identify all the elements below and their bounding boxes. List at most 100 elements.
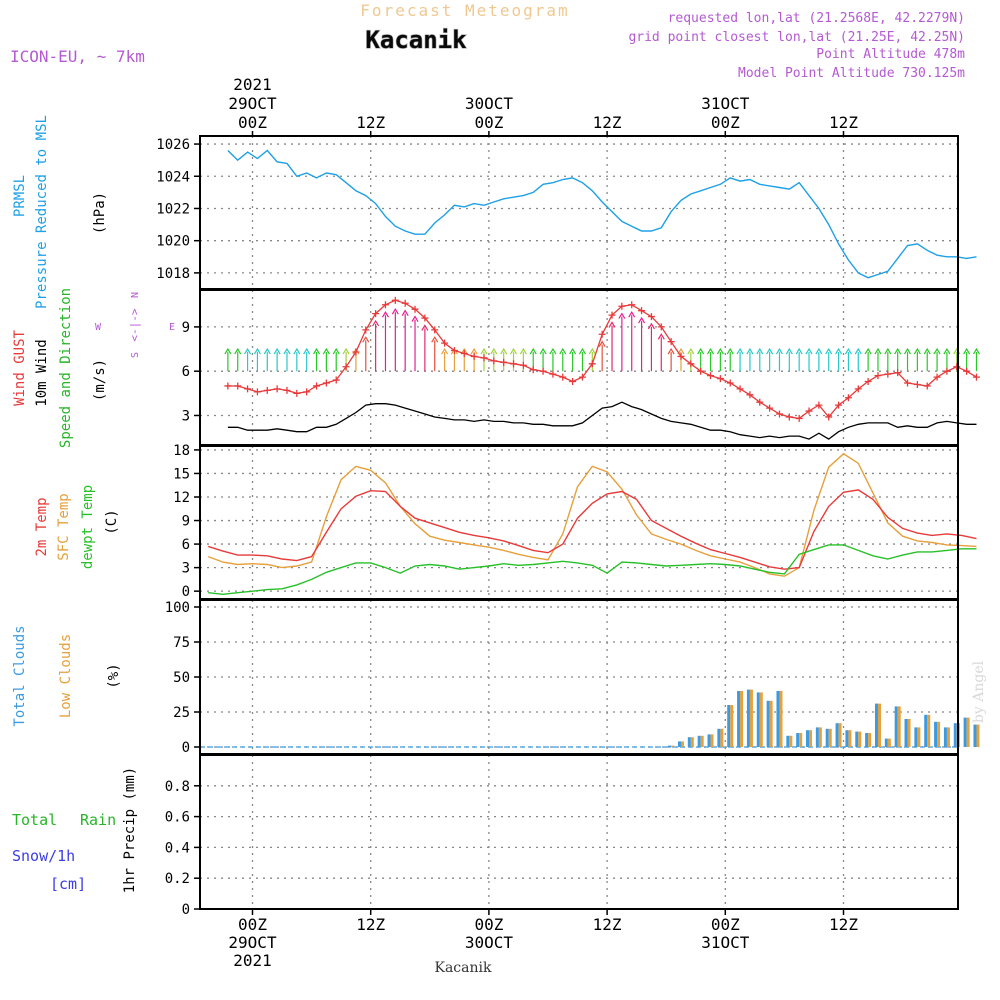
- wind-arrow-head: [785, 347, 793, 355]
- gust-marker: [431, 326, 439, 334]
- total-cloud-bar: [756, 692, 760, 747]
- y-tick-label: 12: [173, 490, 190, 506]
- gust-marker: [381, 301, 389, 309]
- low-cloud-bar: [946, 727, 950, 747]
- wind-arrow-head: [894, 347, 902, 355]
- total-cloud-bar: [677, 741, 681, 747]
- gust-marker: [598, 330, 606, 338]
- temp-unit: (C): [104, 509, 120, 534]
- wind-arrow-head: [766, 347, 774, 355]
- wind-arrow-head: [618, 312, 626, 319]
- sfc-temp-line: [207, 452, 977, 577]
- precip-panel: 0 0.2 0.4 0.6 0.8 Total Rain Snow/1h [cm] 1h…: [12, 754, 959, 918]
- wind-arrow-head: [628, 310, 636, 318]
- gust-marker: [450, 347, 458, 355]
- total-cloud-bar: [943, 727, 947, 747]
- bottom-axis-label: 29OCT: [228, 933, 277, 952]
- gust-marker: [825, 413, 833, 421]
- gust-marker: [667, 338, 675, 346]
- clouds-label-total: Total Clouds: [12, 625, 28, 726]
- total-cloud-bar: [727, 705, 731, 747]
- y-tick-label: 15: [173, 466, 190, 482]
- wind-arrow-head: [815, 347, 823, 355]
- wind-arrow-head: [539, 347, 547, 355]
- gust-marker: [933, 373, 941, 381]
- gust-marker: [874, 372, 882, 380]
- wind-arrow-head: [726, 347, 734, 355]
- wind-arrow-head: [421, 324, 429, 331]
- gust-marker: [746, 391, 754, 399]
- wind-arrow-head: [234, 347, 242, 355]
- gust-marker: [766, 404, 774, 412]
- gust-marker: [510, 360, 518, 368]
- total-cloud-bar: [815, 727, 819, 747]
- y-tick-label: 3: [182, 408, 190, 424]
- precip-label-rain: Rain: [80, 811, 116, 829]
- total-cloud-bar: [835, 723, 839, 747]
- bottom-axis-label: 00Z: [474, 915, 503, 934]
- total-cloud-bar: [746, 689, 750, 747]
- gust-marker: [549, 370, 557, 378]
- low-cloud-bar: [818, 727, 822, 747]
- y-tick-label: 0: [182, 902, 190, 918]
- wind-arrow-head: [864, 347, 872, 355]
- y-tick-label: 1026: [156, 137, 190, 153]
- top-axis-label: 29OCT: [228, 94, 277, 113]
- total-cloud-bar: [874, 703, 878, 747]
- y-tick-label: 0.6: [165, 810, 190, 826]
- low-cloud-bar: [917, 727, 921, 747]
- top-axis-label: 12Z: [593, 113, 622, 132]
- low-cloud-bar: [897, 706, 901, 747]
- wind-arrow-head: [707, 347, 715, 355]
- wind-arrow-head: [411, 315, 419, 322]
- wind-arrow-head: [697, 347, 705, 355]
- top-axis-label: 00Z: [474, 113, 503, 132]
- gust-marker: [844, 394, 852, 402]
- bottom-axis-label: 00Z: [238, 915, 267, 934]
- y-tick-label: 0.8: [165, 779, 190, 795]
- compass-w: W: [95, 322, 102, 333]
- compass-e: E: [169, 322, 175, 333]
- wind-arrow-head: [657, 333, 665, 340]
- total-cloud-bar: [697, 735, 701, 747]
- gust-marker: [687, 360, 695, 368]
- gust-marker: [411, 305, 419, 313]
- temperature-y-axis: 0 3 6 9 12 15 18: [173, 443, 200, 600]
- pressure-label-msl: Pressure Reduced to MSL: [34, 115, 50, 309]
- wind-arrow-head: [244, 347, 252, 355]
- gust-marker: [529, 366, 537, 374]
- wind-arrow-head: [313, 347, 321, 355]
- wind-arrow-head: [667, 347, 675, 355]
- temp-label-2m: 2m Temp: [34, 497, 50, 556]
- total-cloud-bar: [737, 691, 741, 747]
- wind-arrow-head: [224, 347, 232, 355]
- gust-marker: [500, 358, 508, 366]
- total-cloud-bar: [786, 735, 790, 747]
- gust-marker: [628, 301, 636, 309]
- gust-marker: [391, 296, 399, 304]
- low-cloud-bar: [720, 728, 724, 747]
- wind-arrow-head: [342, 347, 350, 355]
- clouds-label-low: Low Clouds: [58, 634, 74, 718]
- clouds-bars: [200, 689, 980, 748]
- clouds-panel: 0 25 50 75 100 Total Clouds Low Clouds (%): [12, 599, 980, 756]
- precip-label-cm: [cm]: [50, 875, 86, 893]
- total-cloud-bar: [845, 730, 849, 747]
- total-cloud-bar: [894, 706, 898, 747]
- wind-arrow-head: [391, 308, 399, 315]
- gust-marker: [726, 379, 734, 387]
- gust-marker: [559, 373, 567, 381]
- gust-marker: [224, 382, 232, 390]
- precip-frame: [199, 754, 959, 910]
- wind-arrow-head: [775, 347, 783, 355]
- low-cloud-bar: [779, 691, 783, 747]
- gust-marker: [785, 413, 793, 421]
- pressure-label-prmsl: PRMSL: [12, 175, 28, 217]
- wind-arrow-head: [746, 347, 754, 355]
- gust-marker: [263, 386, 271, 394]
- gust-marker: [362, 326, 370, 334]
- low-cloud-bar: [927, 714, 931, 747]
- low-cloud-bar: [769, 700, 773, 747]
- low-cloud-bar: [937, 721, 941, 747]
